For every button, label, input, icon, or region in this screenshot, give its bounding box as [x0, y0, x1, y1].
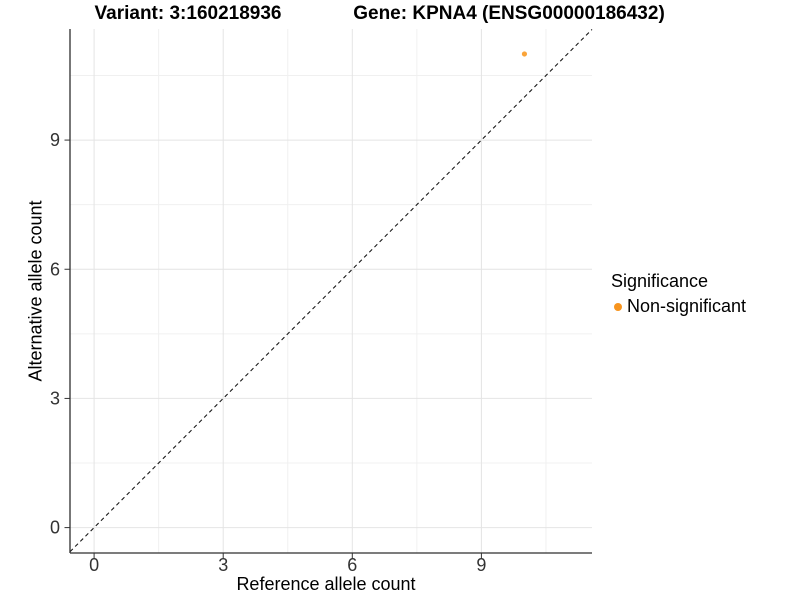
y-tick-label: 6: [50, 259, 60, 279]
plot-title-gene: Gene: KPNA4 (ENSG00000186432): [353, 3, 665, 24]
data-point: [521, 51, 528, 57]
x-tick-label: 0: [89, 555, 99, 575]
x-tick-label: 9: [476, 555, 486, 575]
x-tick-label: 3: [218, 555, 228, 575]
x-tick-label: 6: [347, 555, 357, 575]
legend: Significance Non-significant: [610, 271, 746, 317]
y-tick-label: 9: [50, 130, 60, 150]
y-tick-label: 3: [50, 388, 60, 408]
identity-reference-line: [69, 29, 593, 553]
legend-title: Significance: [611, 271, 709, 291]
y-axis-label: Alternative allele count: [25, 200, 46, 382]
legend-point-icon: [614, 302, 622, 311]
x-axis-label: Reference allele count: [236, 574, 416, 594]
plot-title-variant: Variant: 3:160218936: [94, 3, 282, 24]
y-tick-label: 0: [50, 518, 60, 538]
legend-entry-non-significant: Non-significant: [610, 296, 746, 317]
legend-entry-label: Non-significant: [627, 296, 747, 316]
